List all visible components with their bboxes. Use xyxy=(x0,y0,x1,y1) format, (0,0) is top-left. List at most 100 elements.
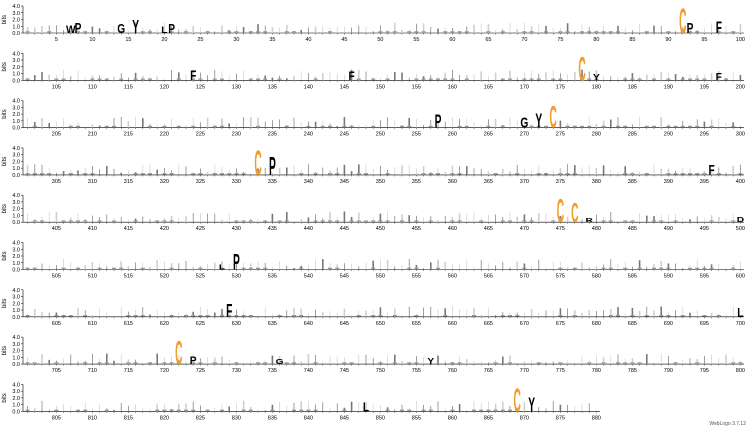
x-tick-label: 125 xyxy=(196,84,205,90)
y-axis-label: bits xyxy=(2,62,8,71)
residue-stack xyxy=(342,125,347,128)
residue-stack xyxy=(97,78,102,80)
x-tick-label: 40 xyxy=(305,37,311,43)
x-tick-label: 725 xyxy=(196,368,205,374)
residue-stack xyxy=(659,220,664,222)
x-tick-label: 105 xyxy=(52,84,61,90)
y-tick-label: 1.0 xyxy=(12,355,20,361)
residue-letter: L xyxy=(219,263,226,271)
residue-stack xyxy=(126,315,131,317)
residue-letter: C xyxy=(175,334,182,372)
residue-stack xyxy=(241,267,246,270)
x-tick-label: 620 xyxy=(160,321,169,327)
x-tick-label: 875 xyxy=(556,415,565,421)
residue-stack xyxy=(457,173,462,175)
x-tick-label: 340 xyxy=(304,179,313,185)
residue-stack xyxy=(695,173,700,175)
x-tick-label: 585 xyxy=(628,274,637,280)
residue-stack xyxy=(457,31,462,33)
x-tick-label: 610 xyxy=(88,321,97,327)
residue-stack xyxy=(666,267,671,270)
x-tick-label: 630 xyxy=(232,321,241,327)
residue-stack xyxy=(544,125,548,128)
residue-stack xyxy=(659,267,664,270)
residue-stack xyxy=(313,409,318,411)
x-tick-label: 515 xyxy=(124,274,133,280)
residue-stack xyxy=(292,315,296,317)
residue-stack xyxy=(306,409,311,411)
residue-stack xyxy=(450,362,455,364)
residue-letter: G xyxy=(276,357,284,365)
x-tick-label: 360 xyxy=(448,179,457,185)
y-axis-label: bits xyxy=(2,15,8,24)
x-tick-label: 160 xyxy=(448,84,457,90)
x-tick-label: 25 xyxy=(197,37,203,43)
residue-stack xyxy=(148,31,152,33)
residue-stack xyxy=(83,409,88,411)
residue-stack xyxy=(500,78,505,80)
residue-stack xyxy=(407,362,412,364)
residue-stack xyxy=(90,78,95,80)
x-tick-label: 560 xyxy=(448,274,457,280)
x-tick-label: 595 xyxy=(700,274,709,280)
residue-stack xyxy=(234,362,239,364)
residue-stack xyxy=(500,31,505,33)
y-tick-label: 0.0 xyxy=(12,173,20,179)
residue-stack xyxy=(623,125,628,128)
residue-stack xyxy=(608,315,613,317)
residue-stack xyxy=(220,267,224,270)
residue-letter: C xyxy=(254,142,261,183)
residue-stack xyxy=(342,362,347,364)
residue-stack xyxy=(529,125,534,128)
x-tick-label: 510 xyxy=(88,274,97,280)
residue-stack xyxy=(637,78,642,80)
residue-stack xyxy=(695,125,700,128)
residue-letter: L xyxy=(737,306,743,321)
residue-letter: P xyxy=(168,22,175,37)
residue-stack xyxy=(702,78,707,80)
residue-stack xyxy=(630,220,635,222)
x-tick-label: 645 xyxy=(340,321,349,327)
y-tick-label: 4.0 xyxy=(12,99,20,105)
residue-stack xyxy=(659,315,664,317)
y-tick-label: 4.0 xyxy=(12,4,20,10)
y-tick-label: 2.0 xyxy=(12,207,20,213)
residue-stack xyxy=(457,125,462,128)
residue-stack xyxy=(601,362,606,364)
residue-stack xyxy=(61,315,66,317)
x-tick-label: 450 xyxy=(376,226,385,232)
x-tick-label: 225 xyxy=(196,132,205,138)
residue-stack xyxy=(673,125,678,128)
residue-stack xyxy=(407,267,412,270)
residue-stack xyxy=(529,78,534,80)
y-tick-label: 2.0 xyxy=(12,18,20,24)
residue-stack xyxy=(198,315,203,317)
residue-stack xyxy=(248,315,253,317)
residue-stack xyxy=(580,78,584,80)
residue-stack xyxy=(616,315,620,317)
residue-stack xyxy=(630,362,635,364)
x-tick-label: 865 xyxy=(484,415,493,421)
residue-stack xyxy=(356,173,361,175)
x-tick-label: 770 xyxy=(520,368,529,374)
residue-stack xyxy=(616,31,620,33)
residue-stack xyxy=(83,362,88,364)
residue-stack xyxy=(644,125,649,128)
residue-stack xyxy=(212,362,217,364)
residue-stack xyxy=(371,220,376,222)
residue-stack xyxy=(450,78,455,80)
x-tick-label: 715 xyxy=(124,368,133,374)
x-tick-label: 760 xyxy=(448,368,457,374)
residue-stack xyxy=(565,31,570,33)
y-tick-label: 0.0 xyxy=(12,315,20,321)
residue-stack xyxy=(716,31,721,33)
x-tick-label: 835 xyxy=(268,415,277,421)
x-tick-label: 695 xyxy=(700,321,709,327)
residue-stack xyxy=(587,220,592,222)
residue-stack xyxy=(140,173,145,175)
residue-stack xyxy=(493,409,498,411)
residue-stack xyxy=(414,362,419,364)
x-tick-label: 880 xyxy=(592,415,601,421)
residue-stack xyxy=(392,315,397,317)
residue-stack xyxy=(414,78,419,80)
